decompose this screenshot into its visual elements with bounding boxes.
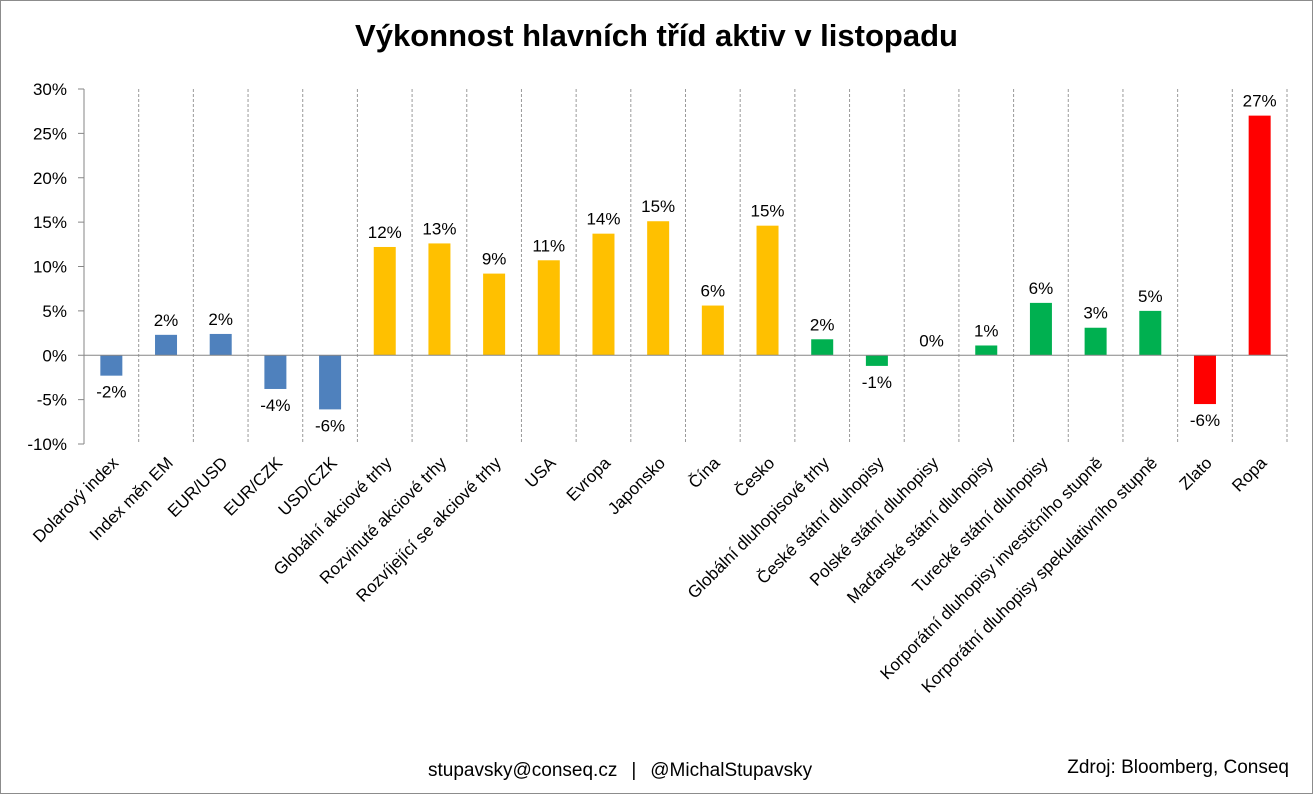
data-label: -6% <box>1190 411 1220 430</box>
y-tick-label: 30% <box>33 80 67 99</box>
y-tick-label: -10% <box>27 435 67 454</box>
bar <box>1084 327 1107 356</box>
x-tick-label: Ropa <box>1228 453 1271 496</box>
y-tick-label: 15% <box>33 213 67 232</box>
bar <box>264 355 287 389</box>
bar <box>865 355 888 366</box>
footer-separator: | <box>631 760 637 781</box>
x-tick-label: Zlato <box>1176 453 1216 493</box>
x-tick-label: USA <box>521 453 560 492</box>
data-label: 6% <box>701 282 726 301</box>
bar <box>592 233 615 356</box>
bar <box>428 243 451 356</box>
data-label: 14% <box>586 210 620 229</box>
y-tick-label: 25% <box>33 124 67 143</box>
chart-title: Výkonnost hlavních tříd aktiv v listopad… <box>355 18 958 53</box>
data-label: -4% <box>260 396 290 415</box>
data-label: 9% <box>482 250 507 269</box>
y-tick-label: 5% <box>42 302 67 321</box>
data-label: 15% <box>641 197 675 216</box>
bar <box>483 273 506 356</box>
bar <box>373 246 396 356</box>
data-label: 12% <box>368 223 402 242</box>
bar <box>1193 355 1216 405</box>
data-label: 15% <box>751 202 785 221</box>
bar <box>811 339 834 356</box>
footer-contact: stupavsky@conseq.cz | @MichalStupavsky <box>428 760 812 782</box>
data-label: 3% <box>1083 304 1108 323</box>
data-label: 11% <box>532 236 565 255</box>
footer-source: Zdroj: Bloomberg, Conseq <box>1067 757 1289 778</box>
y-tick-label: 10% <box>33 258 67 277</box>
bar <box>756 225 779 356</box>
bar <box>701 305 724 356</box>
data-label: 5% <box>1138 287 1163 306</box>
bar <box>537 260 560 356</box>
data-label: 1% <box>974 321 999 340</box>
bar <box>100 355 123 376</box>
bar <box>155 334 178 356</box>
footer-email: stupavsky@conseq.cz <box>428 760 618 781</box>
bar <box>319 355 342 410</box>
x-tick-label: EUR/CZK <box>220 453 287 520</box>
data-label: 2% <box>154 311 179 330</box>
x-tick-label: Česko <box>731 453 779 501</box>
footer-twitter: @MichalStupavsky <box>650 760 813 781</box>
bar <box>647 221 670 356</box>
bar <box>209 333 232 356</box>
bar <box>1029 302 1052 356</box>
data-label: 2% <box>810 315 835 334</box>
data-label: -6% <box>315 416 345 435</box>
bar <box>975 345 998 356</box>
data-label: 0% <box>919 331 944 350</box>
y-tick-label: 20% <box>33 169 67 188</box>
y-tick-label: 0% <box>42 346 67 365</box>
y-tick-label: -5% <box>37 391 67 410</box>
x-tick-label: EUR/USD <box>164 453 232 521</box>
x-tick-label: Evropa <box>563 453 615 505</box>
data-label: -1% <box>862 373 892 392</box>
x-tick-label: Čína <box>685 453 724 492</box>
data-label: 27% <box>1243 92 1277 111</box>
data-label: 2% <box>208 310 233 329</box>
bar <box>1139 310 1162 356</box>
bar <box>1248 115 1271 356</box>
data-label: 13% <box>422 219 456 238</box>
x-tick-label: Japonsko <box>604 453 669 518</box>
data-label: -2% <box>96 383 126 402</box>
data-label: 6% <box>1029 279 1054 298</box>
